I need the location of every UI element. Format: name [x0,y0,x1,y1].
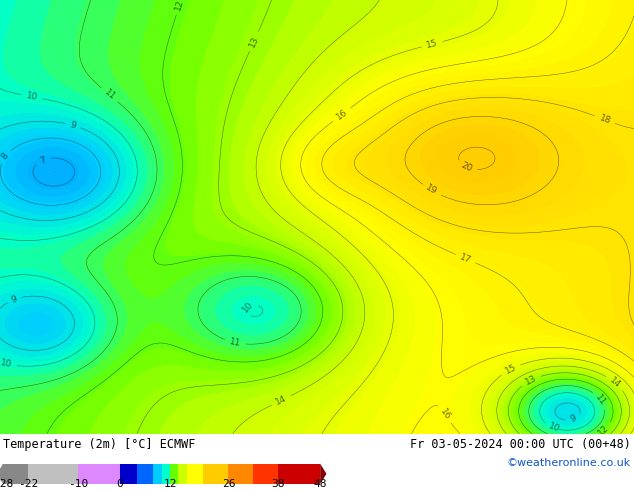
Bar [254,464,278,484]
Bar [137,464,153,484]
Text: 9: 9 [10,294,18,305]
Text: 13: 13 [248,34,261,49]
Text: -22: -22 [18,479,38,489]
Text: 10: 10 [548,422,562,434]
Text: 48: 48 [313,479,327,489]
Bar [186,464,204,484]
Text: 15: 15 [503,363,518,376]
FancyArrow shape [0,464,3,484]
Text: Fr 03-05-2024 00:00 UTC (00+48): Fr 03-05-2024 00:00 UTC (00+48) [410,438,631,451]
Text: -10: -10 [68,479,88,489]
Text: -28: -28 [0,479,13,489]
Bar [78,464,120,484]
Text: 19: 19 [424,183,439,197]
Text: 38: 38 [272,479,285,489]
Text: 11: 11 [593,392,607,407]
Bar [178,464,186,484]
Text: Temperature (2m) [°C] ECMWF: Temperature (2m) [°C] ECMWF [3,438,195,451]
Bar [204,464,228,484]
Text: 7: 7 [39,155,48,165]
Bar [120,464,137,484]
Text: 11: 11 [229,337,242,348]
Text: 26: 26 [222,479,235,489]
Text: 10: 10 [241,300,255,315]
Text: 10: 10 [0,359,13,369]
Text: 20: 20 [460,161,474,174]
Text: 12: 12 [597,423,611,438]
Bar [278,464,320,484]
Text: 12: 12 [164,479,177,489]
Text: 14: 14 [607,376,622,390]
Bar [3,464,28,484]
Text: 17: 17 [458,252,472,265]
Bar [170,464,178,484]
Text: 13: 13 [524,374,538,387]
Text: 18: 18 [598,113,612,126]
Text: 0: 0 [117,479,124,489]
Bar [162,464,170,484]
Text: 14: 14 [274,394,288,407]
FancyArrow shape [320,464,327,484]
Text: 10: 10 [25,91,38,102]
Text: ©weatheronline.co.uk: ©weatheronline.co.uk [507,458,631,468]
Text: 15: 15 [425,38,439,50]
Text: 9: 9 [569,414,578,424]
Text: 11: 11 [102,88,117,102]
Bar [153,464,162,484]
Bar [28,464,78,484]
Text: 12: 12 [174,0,186,11]
Text: 16: 16 [334,108,349,122]
Bar [228,464,254,484]
Text: 9: 9 [69,120,77,130]
Text: 16: 16 [438,407,452,421]
Text: 8: 8 [0,151,11,162]
